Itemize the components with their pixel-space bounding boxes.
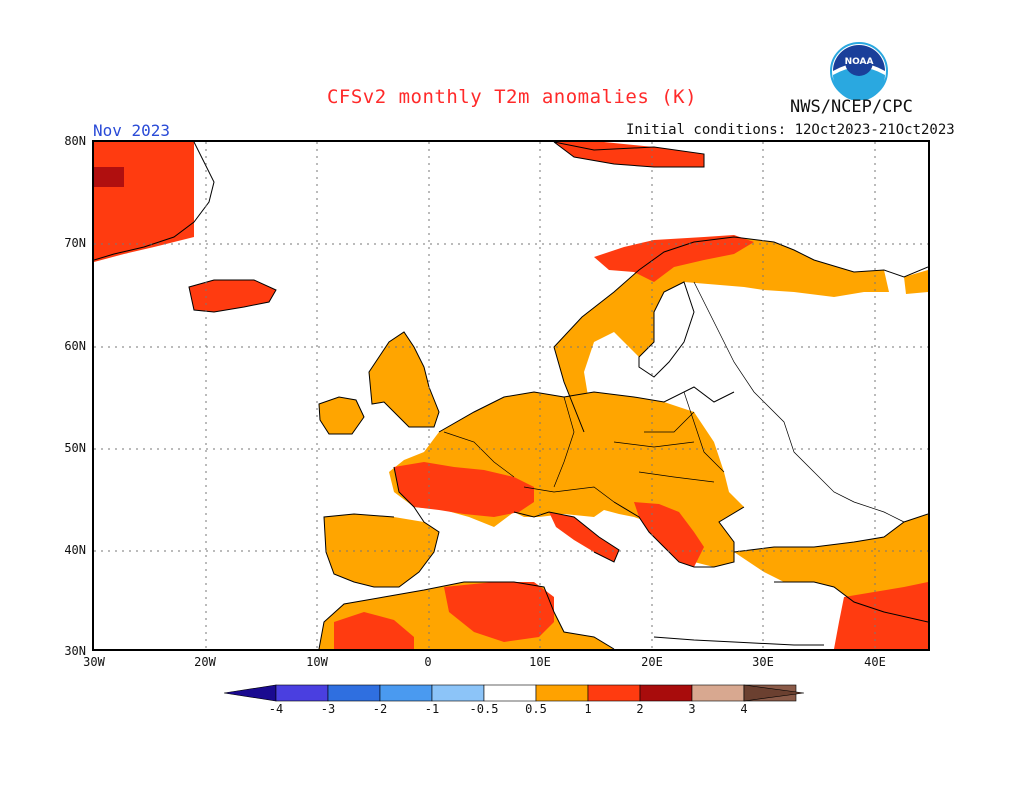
colorbar-swatch xyxy=(691,684,745,702)
colorbar-label: 3 xyxy=(688,702,696,716)
colorbar-arrow-high xyxy=(743,684,804,702)
colorbar-label: -4 xyxy=(268,702,284,716)
colorbar-swatch xyxy=(431,684,485,702)
anomaly-map xyxy=(92,140,930,651)
lat-label-40n: 40N xyxy=(64,543,86,557)
colorbar-label: 2 xyxy=(636,702,644,716)
colorbar-label: -3 xyxy=(320,702,336,716)
noaa-logo-text: NOAA xyxy=(845,57,874,67)
colorbar-label: 4 xyxy=(740,702,748,716)
lon-label-10e: 10E xyxy=(529,655,551,669)
lon-label-10w: 10W xyxy=(306,655,328,669)
graticule xyxy=(94,142,928,649)
forecast-month: Nov 2023 xyxy=(93,121,171,140)
chart-title: CFSv2 monthly T2m anomalies (K) xyxy=(326,86,698,108)
lat-label-60n: 60N xyxy=(64,339,86,353)
colorbar-label: -2 xyxy=(372,702,388,716)
colorbar-label: 0.5 xyxy=(525,702,547,716)
colorbar-swatch xyxy=(639,684,693,702)
colorbar-swatch xyxy=(483,684,537,702)
agency-label: NWS/NCEP/CPC xyxy=(790,97,913,117)
colorbar-swatch xyxy=(327,684,381,702)
colorbar xyxy=(224,684,804,702)
lon-label-30e: 30E xyxy=(752,655,774,669)
anomaly-shading-2-3 xyxy=(94,167,124,187)
colorbar-swatch xyxy=(535,684,589,702)
initial-conditions: Initial conditions: 12Oct2023-21Oct2023 xyxy=(626,122,955,138)
lon-label-20e: 20E xyxy=(641,655,663,669)
colorbar-swatch xyxy=(587,684,641,702)
anomaly-map-svg xyxy=(94,142,928,649)
lat-label-30n: 30N xyxy=(64,644,86,658)
colorbar-label: -1 xyxy=(424,702,440,716)
colorbar-swatch xyxy=(379,684,433,702)
country-borders xyxy=(443,281,905,523)
lat-label-70n: 70N xyxy=(64,236,86,250)
lon-label-40e: 40E xyxy=(864,655,886,669)
noaa-logo: NOAA xyxy=(830,42,888,100)
lon-label-30w: 30W xyxy=(83,655,105,669)
colorbar-swatch xyxy=(275,684,329,702)
lat-label-80n: 80N xyxy=(64,134,86,148)
lat-label-50n: 50N xyxy=(64,441,86,455)
colorbar-label: -0.5 xyxy=(469,702,499,716)
lon-label-0: 0 xyxy=(424,655,432,669)
lon-label-20w: 20W xyxy=(194,655,216,669)
coastlines xyxy=(94,142,928,649)
colorbar-arrow-low xyxy=(224,684,277,702)
colorbar-label: 1 xyxy=(584,702,592,716)
